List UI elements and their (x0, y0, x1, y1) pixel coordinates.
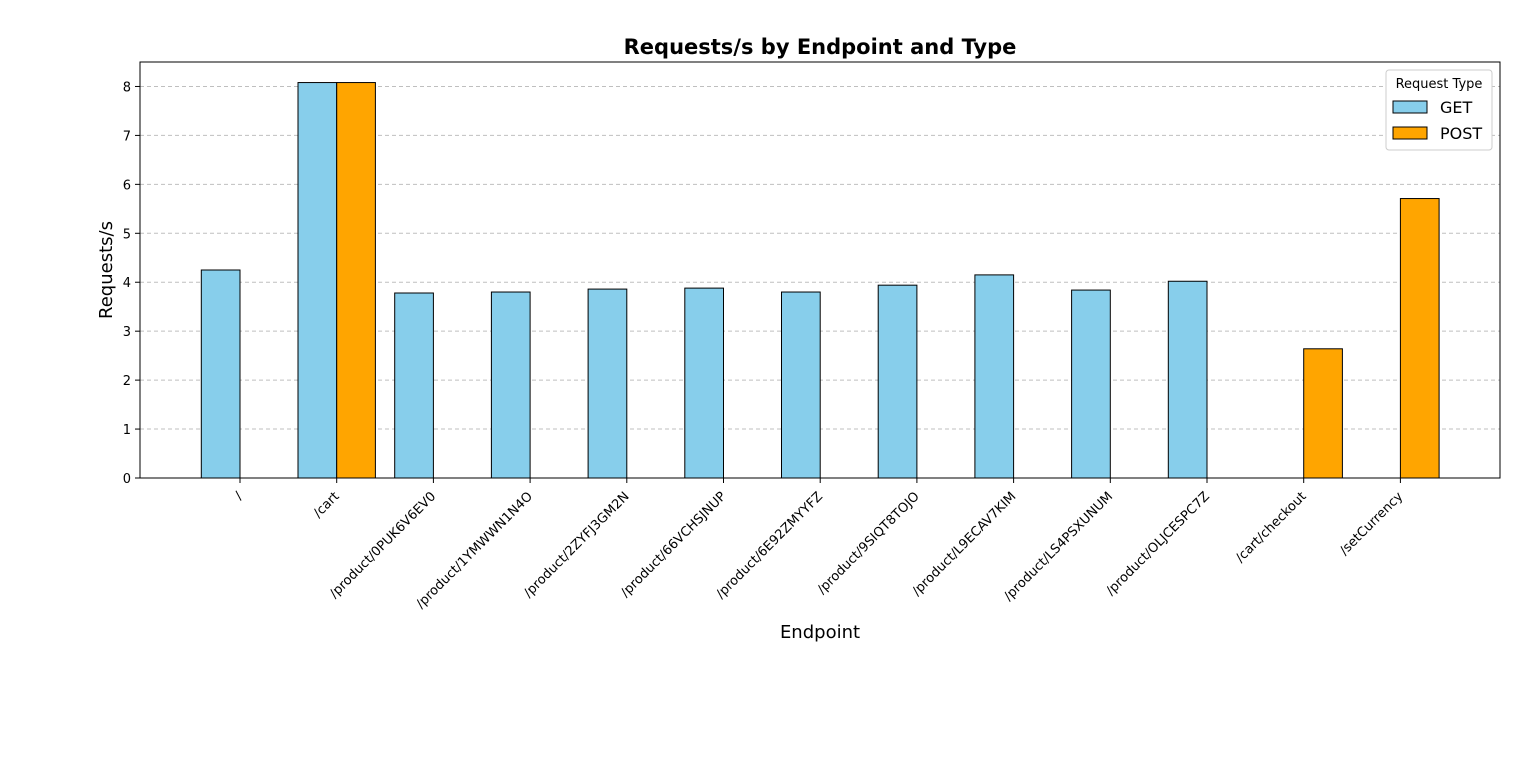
bar-get-6 (781, 291, 821, 479)
legend: Request Type GET POST (1385, 69, 1493, 151)
x-tick-label: /product/LS4PSXUNUM (1001, 489, 1116, 604)
legend-label-get: GET (1440, 98, 1473, 117)
bar-get-8 (974, 274, 1015, 479)
y-axis-label: Requests/s (96, 221, 117, 319)
y-tick-label: 5 (123, 227, 131, 242)
bar-get-4 (587, 288, 628, 479)
y-tick-label: 6 (123, 178, 131, 193)
legend-title: Request Type (1396, 77, 1483, 92)
y-axis-ticks: 0 1 2 3 4 5 6 7 8 (123, 80, 140, 487)
legend-label-post: POST (1440, 124, 1482, 143)
bars (200, 82, 1440, 479)
x-tick-label: /product/2ZYFJ3GM2N (521, 489, 633, 601)
x-tick-label: / (232, 489, 246, 503)
y-tick-label: 8 (123, 80, 131, 95)
bar-get-3 (490, 291, 531, 479)
y-tick-label: 7 (123, 129, 131, 144)
x-tick-label: /cart/checkout (1233, 489, 1310, 566)
bar-get-0 (200, 269, 241, 479)
y-tick-label: 1 (123, 423, 131, 438)
x-tick-label: /product/1YMWWN1N4O (414, 489, 536, 611)
y-tick-label: 3 (123, 325, 131, 340)
bar-get-5 (684, 287, 724, 479)
x-tick-label: /product/0PUK6V6EV0 (327, 489, 439, 601)
x-tick-label: /product/OLJCESPC7Z (1103, 489, 1212, 598)
legend-swatch-get (1392, 100, 1428, 114)
y-tick-label: 4 (123, 276, 131, 291)
x-axis-label: Endpoint (780, 622, 860, 643)
x-tick-label: /setCurrency (1337, 489, 1406, 558)
y-tick-label: 2 (123, 374, 131, 389)
bar-get-10 (1167, 280, 1208, 479)
bar-get-9 (1071, 289, 1111, 479)
x-tick-label: /product/9SIQT8TOJO (815, 489, 923, 597)
bar-post-11 (1303, 348, 1343, 479)
y-tick-label: 0 (123, 472, 131, 487)
bar-post-1 (336, 82, 376, 479)
x-tick-label: /cart (311, 489, 343, 521)
x-axis-ticks: / /cart/product/0PUK6V6EV0/product/1YMWWN… (232, 478, 1406, 612)
x-tick-label: /product/L9ECAV7KIM (910, 489, 1020, 599)
legend-swatch-post (1392, 126, 1428, 140)
bar-get-1 (297, 82, 338, 479)
x-tick-label: /product/6E92ZMYYFZ (713, 489, 826, 602)
bar-get-7 (877, 284, 918, 479)
chart-title: Requests/s by Endpoint and Type (624, 35, 1017, 59)
x-tick-label: /product/66VCHSJNUP (618, 489, 729, 600)
bar-get-2 (394, 292, 434, 479)
bar-post-12 (1399, 198, 1440, 479)
